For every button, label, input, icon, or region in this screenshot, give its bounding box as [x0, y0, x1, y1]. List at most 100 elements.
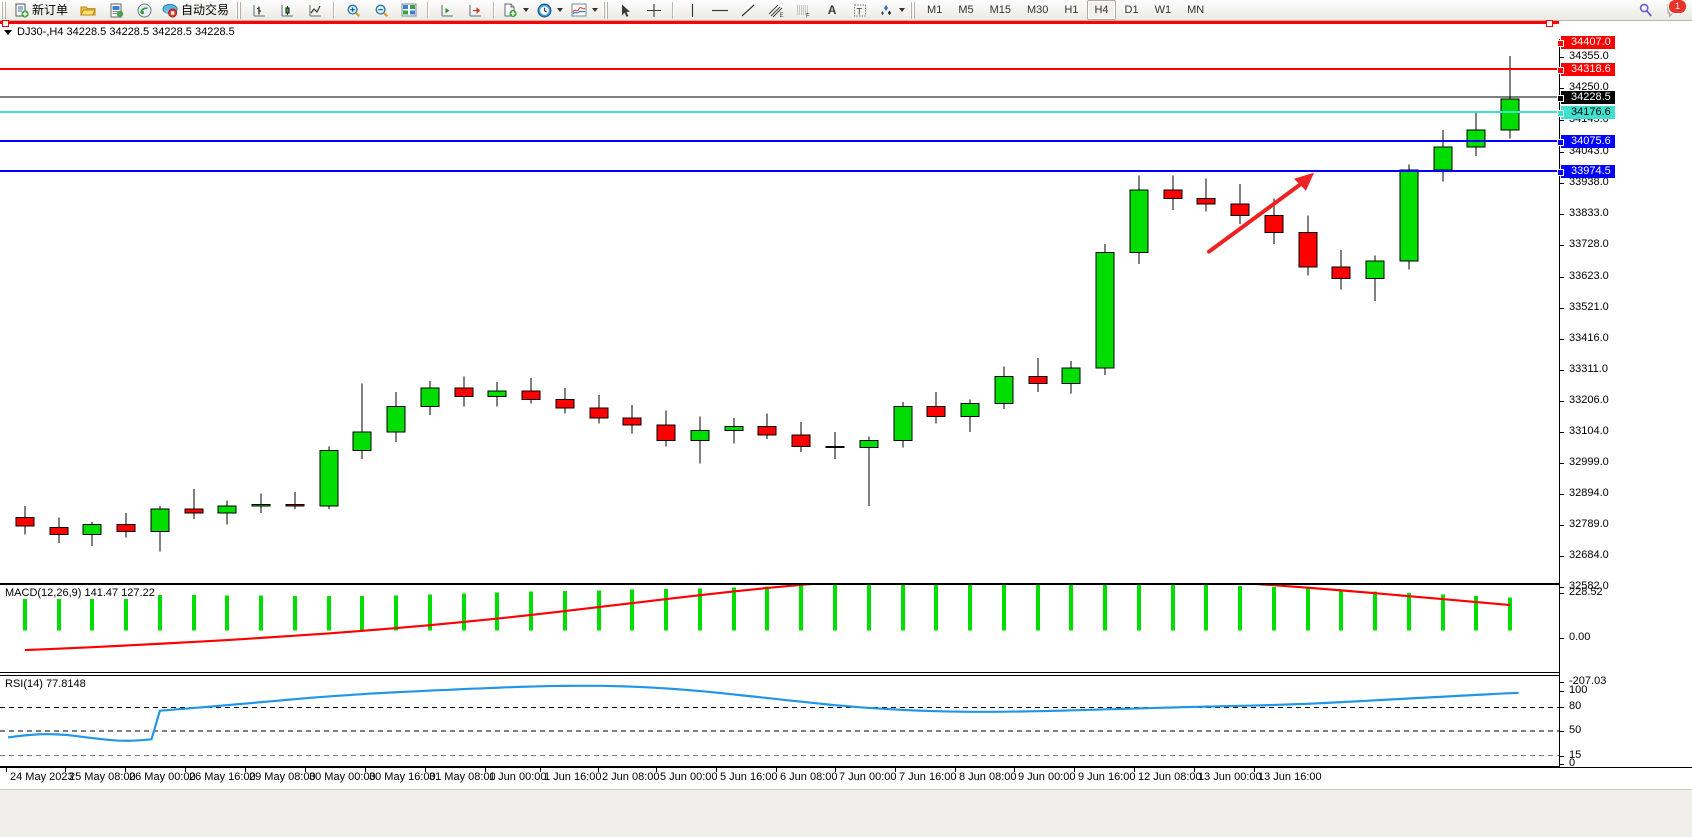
period-caret-icon[interactable]: [557, 8, 564, 12]
candlestick-chart-button[interactable]: [274, 0, 300, 21]
add-indicator-button[interactable]: [500, 0, 532, 21]
toolbar-grip-3[interactable]: [603, 1, 610, 19]
shapes-icon: [878, 3, 894, 18]
autotrading-button[interactable]: 自动交易: [159, 0, 234, 21]
timeframe-m30[interactable]: M30: [1027, 4, 1049, 16]
auto-scroll-button[interactable]: [462, 0, 488, 21]
svg-text:F: F: [806, 13, 810, 18]
status-bar: [0, 789, 1692, 837]
price-label-support-blue-2[interactable]: 33974.5: [1557, 165, 1615, 178]
cursor-button[interactable]: [613, 0, 639, 21]
text-icon: A: [827, 2, 837, 17]
line-handle-left[interactable]: [2, 20, 9, 27]
timeframe-m1[interactable]: M1: [927, 4, 943, 16]
chart-window: DJ30-,H4 34228.5 34228.5 34228.5 34228.5: [0, 20, 1692, 837]
line-chart-icon: [308, 3, 323, 18]
zoom-in-button[interactable]: [340, 0, 366, 21]
price-pane[interactable]: [0, 39, 1559, 584]
rsi-pane[interactable]: RSI(14) 77.8148: [0, 675, 1559, 767]
shift-end-icon: [440, 3, 455, 18]
vertical-line-icon: [688, 3, 697, 18]
toolbar-grip[interactable]: [1, 1, 7, 19]
alerts-badge: 1: [1668, 0, 1687, 14]
templates-button[interactable]: [568, 0, 601, 21]
toolbar-separator-3: [493, 1, 496, 19]
toolbar-separator-2: [427, 1, 430, 19]
shapes-caret-icon[interactable]: [899, 8, 906, 12]
fibonacci-icon: F: [795, 3, 813, 18]
crosshair-button[interactable]: [641, 0, 667, 21]
macd-pane[interactable]: MACD(12,26,9) 141.47 127.22: [0, 584, 1559, 673]
templates-caret-icon[interactable]: [592, 8, 599, 12]
macd-label: MACD(12,26,9) 141.47 127.22: [5, 587, 158, 599]
price-label-resistance-red[interactable]: 34318.6: [1557, 63, 1615, 76]
period-icon: [537, 3, 552, 18]
new-order-button[interactable]: 新订单: [11, 0, 73, 21]
time-scale[interactable]: 24 May 2023 25 May 08:00 26 May 00:00 26 Ma…: [0, 767, 1692, 789]
shapes-button[interactable]: [875, 0, 908, 21]
price-candles-svg: [0, 56, 1559, 552]
add-indicator-icon: [503, 3, 518, 18]
top-red-level-line[interactable]: [0, 20, 1559, 27]
equidistant-channel-icon: E: [767, 3, 785, 18]
bar-chart-button[interactable]: [246, 0, 272, 21]
shift-end-button[interactable]: [434, 0, 460, 21]
horizontal-line-icon: [711, 3, 729, 18]
timeframe-h1[interactable]: H1: [1064, 4, 1079, 16]
open-data-folder-button[interactable]: [103, 0, 129, 21]
bullish-arrow-annotation: [1207, 172, 1314, 254]
cursor-icon: [619, 3, 633, 18]
price-label-current-price-cyan[interactable]: 34176.6: [1557, 106, 1615, 119]
timeframe-m5[interactable]: M5: [958, 4, 974, 16]
chart-header: DJ30-,H4 34228.5 34228.5 34228.5 34228.5: [0, 25, 235, 39]
timeframe-mn[interactable]: MN: [1187, 4, 1205, 16]
search-button[interactable]: [1633, 0, 1659, 21]
vertical-line-button[interactable]: [679, 0, 705, 21]
line-chart-button[interactable]: [302, 0, 328, 21]
price-label-bid-line[interactable]: 34228.5: [1557, 91, 1615, 104]
timeframe-w1[interactable]: W1: [1154, 4, 1172, 16]
grid-button[interactable]: [396, 0, 422, 21]
price-scale[interactable]: 34355.0 34250.0 34145.0 34043.0 33938.0 33833…: [1557, 36, 1692, 769]
text-label-button[interactable]: T: [847, 0, 873, 21]
toolbar-separator-4: [672, 1, 675, 19]
trendline-button[interactable]: [735, 0, 761, 21]
chart-menu-caret-icon[interactable]: [4, 29, 12, 35]
crosshair-icon: [646, 3, 662, 18]
zoom-out-button[interactable]: [368, 0, 394, 21]
add-indicator-caret-icon[interactable]: [523, 8, 530, 12]
zoom-in-icon: [346, 3, 361, 18]
signals-icon: [137, 3, 152, 18]
fibonacci-button[interactable]: F: [791, 0, 817, 21]
price-label-support-blue-1[interactable]: 34075.6: [1557, 135, 1615, 148]
candlestick-chart-icon: [280, 3, 295, 18]
search-icon: [1638, 2, 1654, 18]
timeframe-d1[interactable]: D1: [1124, 4, 1139, 16]
folder-button[interactable]: [75, 0, 101, 21]
svg-text:E: E: [780, 13, 784, 18]
folder-icon: [80, 3, 96, 18]
bar-chart-icon: [252, 3, 267, 18]
macd-svg: [23, 585, 1512, 652]
trendline-icon: [740, 3, 756, 18]
price-label-top-red-level[interactable]: 34407.0: [1557, 36, 1615, 49]
text-label-icon: T: [853, 3, 867, 18]
timeframe-m15[interactable]: M15: [989, 4, 1011, 16]
text-button[interactable]: A: [819, 0, 845, 21]
signals-button[interactable]: [131, 0, 157, 21]
rsi-svg: [0, 684, 1559, 756]
line-handle-right[interactable]: [1546, 20, 1553, 27]
auto-scroll-icon: [468, 3, 483, 18]
toolbar-grip-4[interactable]: [910, 1, 917, 19]
toolbar-separator-1: [333, 1, 336, 19]
rsi-label: RSI(14) 77.8148: [5, 678, 89, 690]
main-toolbar: 新订单: [0, 0, 1692, 21]
alerts-button[interactable]: 1: [1661, 0, 1687, 21]
new-order-icon: [14, 3, 29, 18]
equidistant-channel-button[interactable]: E: [763, 0, 789, 21]
timeframe-h4[interactable]: H4: [1087, 0, 1116, 20]
horizontal-line-button[interactable]: [707, 0, 733, 21]
toolbar-grip-2[interactable]: [236, 1, 243, 19]
new-order-label: 新订单: [32, 2, 69, 17]
period-button[interactable]: [534, 0, 566, 21]
